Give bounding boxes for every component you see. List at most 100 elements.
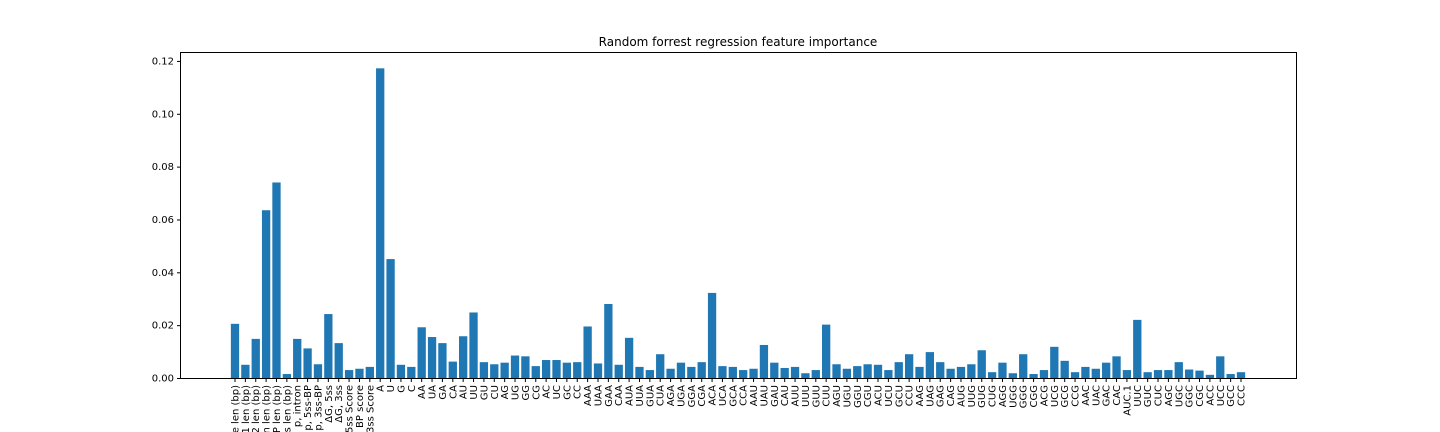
x-tick-label: GCU [894, 385, 905, 407]
plot-frame [180, 52, 1297, 379]
x-tick-label: UCG [1050, 385, 1061, 407]
bar [1174, 362, 1183, 378]
x-tick-label: AGA [666, 385, 677, 406]
bar [562, 362, 572, 378]
y-tick-label: 0.12 [152, 56, 174, 67]
x-tick-label: e len (bp) [231, 385, 242, 432]
x-tick-label: GUU [811, 385, 822, 407]
y-tick-label: 0.10 [152, 109, 174, 120]
x-tick-label: CGA [697, 385, 708, 407]
bar [272, 182, 281, 378]
bar [697, 362, 706, 378]
bar [386, 259, 395, 378]
bar [1102, 362, 1111, 378]
x-tick-label: CAC [1112, 385, 1123, 406]
bar [614, 364, 623, 378]
x-tick-label: CUA [656, 385, 667, 406]
bar [490, 364, 499, 378]
bar [531, 366, 540, 378]
bar [894, 362, 903, 378]
x-tick-label: p, 5ss-BP [303, 385, 314, 431]
bar [334, 343, 343, 378]
bar [998, 362, 1007, 378]
x-tick-label: UAG [925, 385, 936, 407]
x-tick-label: GAC [1102, 385, 1113, 406]
x-tick-label: AAC [1081, 385, 1092, 406]
x-tick-label: A [376, 385, 387, 392]
x-tick-label: AGU [832, 385, 843, 407]
bar [946, 368, 955, 378]
x-tick-label: UCU [884, 385, 895, 407]
bar [1226, 374, 1235, 378]
x-tick-label: p, 3ss-BP [313, 385, 324, 431]
x-tick-label: G [396, 385, 407, 393]
x-tick-label: GUG [977, 385, 988, 408]
x-tick-label: CCU [905, 385, 916, 406]
bar [324, 314, 333, 378]
x-tick-label: C [407, 385, 418, 392]
x-tick-label: ACG [1039, 385, 1050, 406]
x-tick-label: GAU [770, 385, 781, 407]
bar [842, 368, 852, 378]
bar [261, 210, 271, 378]
x-tick-label: n len (bp) [262, 385, 273, 432]
bar [593, 363, 603, 378]
y-tick-label: 0.02 [152, 321, 174, 332]
x-tick-label: UGC [1174, 385, 1185, 407]
bar [396, 364, 406, 378]
bar [936, 362, 945, 378]
x-tick-label: P len (bp) [272, 385, 283, 432]
x-tick-label: UGA [676, 385, 687, 407]
y-tick-label: 0.06 [152, 215, 174, 226]
x-tick-label: ACA [708, 385, 719, 406]
x-tick-label: CAU [780, 385, 791, 406]
x-tick-label: GGU [853, 385, 864, 408]
bar [718, 366, 727, 378]
bar [417, 327, 426, 378]
bar [427, 337, 437, 378]
bar [977, 350, 986, 378]
bar [479, 362, 489, 378]
bar [500, 362, 509, 378]
bar [811, 370, 820, 378]
bar [728, 366, 737, 378]
x-tick-label: UUA [635, 385, 646, 407]
y-tick-label: 0.08 [152, 162, 174, 173]
x-tick-label: CCA [739, 385, 750, 406]
bar [1164, 370, 1173, 378]
bar [241, 364, 250, 378]
bar [1070, 372, 1080, 378]
bar [1091, 368, 1100, 378]
x-tick-label: ACC [1205, 385, 1216, 406]
bar [1122, 370, 1132, 378]
x-tick-label: ACU [874, 385, 885, 406]
x-tick-label: CGC [1195, 385, 1206, 407]
x-tick-label: UCC [1216, 385, 1227, 406]
bar [801, 373, 810, 378]
bar [1184, 369, 1194, 378]
x-tick-label: CUC [1154, 385, 1165, 406]
x-tick-label: AGC [1164, 385, 1175, 406]
x-tick-label: CGU [863, 385, 874, 407]
bar [251, 338, 260, 378]
x-tick-label: GC [562, 385, 573, 400]
bar [365, 366, 374, 378]
bar [635, 366, 644, 378]
bar [790, 366, 800, 378]
x-tick-label: p, intron [293, 385, 304, 427]
bar [376, 68, 385, 379]
bar [438, 343, 447, 378]
x-tick-label: AUC.1 [1122, 385, 1133, 416]
x-tick-label: CCC [1237, 385, 1248, 406]
bar [583, 326, 592, 378]
x-tick-label: UAU [759, 385, 770, 406]
bar [1195, 370, 1204, 378]
x-tick-label: BP score [355, 385, 366, 428]
x-tick-label: CC [573, 385, 584, 399]
x-tick-label: CA [448, 385, 459, 399]
bars [230, 68, 1246, 379]
x-tick-label: 2 len (bp) [251, 385, 262, 432]
x-tick-label: CCG [1071, 385, 1082, 407]
x-tick-label: UC [552, 385, 563, 399]
